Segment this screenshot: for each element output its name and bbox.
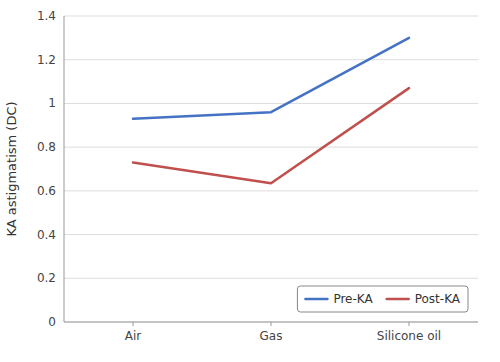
x-tick — [271, 322, 272, 326]
y-axis: 0 0.2 0.4 0.6 0.8 1 1.2 1.4 — [37, 9, 478, 329]
legend: Pre-KA Post-KA — [297, 286, 468, 312]
x-tick — [409, 322, 410, 326]
y-axis-label: KA astigmatism (DC) — [4, 101, 19, 236]
x-tick-label: Silicone oil — [377, 329, 441, 343]
y-tick-label: 1 — [48, 96, 56, 110]
series-line — [133, 88, 409, 183]
y-tick-label: 0.8 — [37, 140, 56, 154]
legend-swatch — [387, 298, 409, 301]
grid-line — [64, 59, 478, 60]
series-line — [133, 38, 409, 119]
legend-box — [297, 286, 468, 312]
x-tick-label: Gas — [260, 329, 283, 343]
y-tick-label: 0.2 — [37, 271, 56, 285]
x-tick — [133, 322, 134, 326]
x-tick-label: Air — [125, 329, 142, 343]
legend-label: Pre-KA — [333, 292, 373, 306]
chart: 0 0.2 0.4 0.6 0.8 1 1.2 1.4 Air Gas Silicone oil KA… — [0, 0, 500, 362]
legend-label: Post-KA — [415, 292, 461, 306]
grid-line — [64, 190, 478, 191]
y-tick-label: 0.4 — [37, 228, 56, 242]
y-tick-label: 0 — [48, 315, 56, 329]
grid-line — [64, 103, 478, 104]
plot-area — [133, 38, 409, 183]
grid-line — [64, 278, 478, 279]
y-tick-label: 1.2 — [37, 53, 56, 67]
y-tick-label: 1.4 — [37, 9, 56, 23]
grid-line — [64, 234, 478, 235]
x-axis: Air Gas Silicone oil — [125, 322, 441, 343]
legend-swatch — [305, 298, 327, 301]
y-axis-line — [64, 16, 65, 322]
grid-line — [64, 147, 478, 148]
grid-line — [64, 16, 478, 17]
y-tick-label: 0.6 — [37, 184, 56, 198]
